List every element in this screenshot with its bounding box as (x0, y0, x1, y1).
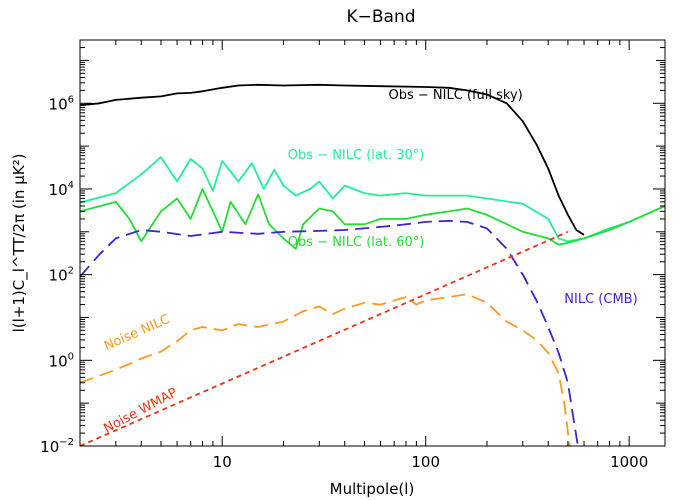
series-line-obs-lat60 (80, 188, 665, 250)
series-annotation: Noise WMAP (101, 385, 180, 436)
y-tick-label: 10−2 (40, 437, 74, 456)
tick-layer: 10 100 1000 10−2 100 102 104 106 (40, 39, 665, 471)
x-tick-label: 100 (411, 453, 440, 471)
series-annotation: Obs − NILC (full sky) (388, 88, 522, 103)
series-annotation: Obs − NILC (lat. 30°) (288, 148, 425, 163)
y-tick-label: 100 (49, 351, 74, 370)
y-tick-label: 102 (49, 266, 74, 285)
series-line-obs-full (80, 83, 585, 236)
series-annotation: Obs − NILC (lat. 60°) (288, 235, 425, 250)
y-tick-label: 104 (49, 180, 74, 199)
series-line-nilc-cmb (80, 220, 579, 446)
plot-frame (79, 39, 666, 447)
y-tick-label: 106 (49, 94, 74, 113)
x-tick-label: 1000 (610, 453, 648, 471)
x-tick-label: 10 (213, 453, 232, 471)
annotation-layer: Obs − NILC (full sky) Obs − NILC (lat. 30… (101, 88, 637, 437)
series-line-noise-wmap (80, 230, 569, 446)
y-axis-title: l(l+1)C_l^TT/2π (in μK²) (10, 154, 29, 333)
series-layer (80, 83, 665, 446)
series-annotation: Noise NILC (102, 312, 172, 354)
x-axis-title: Multipole(l) (330, 480, 415, 498)
series-line-obs-lat30 (80, 156, 665, 243)
series-line-noise-nilc (80, 293, 571, 446)
series-annotation: NILC (CMB) (564, 292, 637, 307)
chart-title: K−Band (346, 7, 415, 27)
